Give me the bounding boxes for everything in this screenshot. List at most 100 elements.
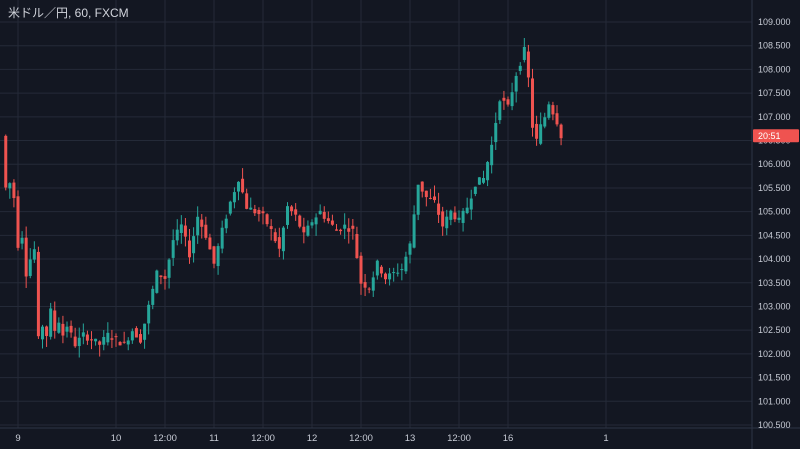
candle-body[interactable]	[53, 310, 57, 331]
candle-body[interactable]	[98, 341, 102, 345]
candle-body[interactable]	[139, 334, 142, 343]
candles[interactable]	[4, 37, 563, 358]
candle-body[interactable]	[367, 288, 371, 290]
candle-body[interactable]	[355, 234, 359, 259]
candle-body[interactable]	[416, 184, 420, 215]
candle-body[interactable]	[224, 218, 228, 229]
candle-body[interactable]	[306, 225, 310, 236]
candle-body[interactable]	[359, 255, 363, 284]
candle-body[interactable]	[245, 193, 249, 209]
candle-body[interactable]	[302, 226, 306, 233]
candle-body[interactable]	[277, 237, 281, 249]
candle-body[interactable]	[134, 328, 138, 338]
candle-body[interactable]	[61, 323, 65, 336]
candle-body[interactable]	[379, 266, 383, 274]
candle-body[interactable]	[57, 322, 61, 333]
candle-body[interactable]	[551, 105, 555, 115]
candle-body[interactable]	[294, 209, 298, 215]
candle-body[interactable]	[232, 192, 236, 203]
candle-body[interactable]	[49, 308, 53, 337]
candle-body[interactable]	[347, 228, 351, 232]
candle-body[interactable]	[371, 277, 375, 291]
candle-body[interactable]	[494, 122, 498, 143]
candle-body[interactable]	[261, 211, 265, 214]
candle-body[interactable]	[159, 275, 163, 278]
candle-body[interactable]	[183, 225, 187, 237]
candle-body[interactable]	[208, 237, 212, 250]
candle-body[interactable]	[155, 270, 159, 293]
candle-body[interactable]	[102, 337, 106, 345]
candle-body[interactable]	[412, 214, 416, 248]
candle-body[interactable]	[24, 237, 28, 277]
candle-body[interactable]	[126, 340, 130, 345]
candle-body[interactable]	[351, 225, 355, 229]
candle-body[interactable]	[424, 190, 428, 198]
candle-body[interactable]	[433, 196, 436, 201]
candle-body[interactable]	[388, 273, 392, 280]
candle-body[interactable]	[257, 209, 261, 215]
candle-body[interactable]	[314, 217, 318, 225]
candle-body[interactable]	[461, 210, 465, 223]
candle-body[interactable]	[506, 99, 510, 105]
candle-body[interactable]	[94, 338, 98, 342]
candle-body[interactable]	[437, 203, 441, 215]
candle-body[interactable]	[408, 243, 412, 255]
candle-body[interactable]	[12, 182, 16, 199]
candle-body[interactable]	[384, 273, 387, 280]
candle-body[interactable]	[241, 178, 245, 193]
candle-body[interactable]	[522, 47, 526, 60]
candle-body[interactable]	[253, 209, 257, 214]
candle-body[interactable]	[547, 104, 551, 118]
candle-body[interactable]	[514, 75, 518, 92]
candle-body[interactable]	[559, 124, 563, 139]
candle-body[interactable]	[77, 337, 81, 347]
candle-body[interactable]	[249, 207, 253, 210]
candle-body[interactable]	[196, 216, 200, 236]
candle-body[interactable]	[273, 232, 277, 242]
candle-body[interactable]	[228, 201, 232, 214]
candle-body[interactable]	[237, 181, 240, 192]
candle-body[interactable]	[32, 249, 36, 260]
candle-body[interactable]	[269, 226, 273, 230]
candle-body[interactable]	[298, 215, 302, 227]
candle-body[interactable]	[318, 210, 322, 215]
candle-body[interactable]	[167, 259, 171, 278]
candle-body[interactable]	[147, 304, 151, 324]
candle-body[interactable]	[4, 135, 8, 188]
candle-body[interactable]	[457, 217, 461, 220]
candle-body[interactable]	[526, 51, 530, 78]
candle-body[interactable]	[330, 220, 334, 225]
candle-body[interactable]	[265, 214, 269, 225]
candle-body[interactable]	[85, 334, 89, 341]
candle-body[interactable]	[220, 227, 224, 249]
candle-body[interactable]	[539, 124, 543, 144]
candle-body[interactable]	[502, 97, 506, 101]
candle-body[interactable]	[151, 288, 155, 305]
candle-body[interactable]	[555, 113, 559, 125]
candle-body[interactable]	[81, 332, 85, 337]
candle-body[interactable]	[20, 237, 24, 244]
candle-body[interactable]	[45, 326, 49, 336]
candle-body[interactable]	[449, 210, 453, 220]
candle-body[interactable]	[510, 92, 514, 107]
candle-body[interactable]	[36, 251, 40, 337]
candle-body[interactable]	[404, 256, 408, 272]
candle-body[interactable]	[73, 336, 77, 347]
candle-body[interactable]	[490, 144, 494, 166]
candle-body[interactable]	[486, 162, 490, 181]
candle-body[interactable]	[343, 224, 347, 229]
candle-body[interactable]	[482, 177, 485, 183]
candle-body[interactable]	[322, 211, 326, 219]
candle-body[interactable]	[192, 236, 196, 254]
candle-body[interactable]	[396, 272, 400, 274]
candle-body[interactable]	[339, 229, 343, 232]
candle-body[interactable]	[179, 224, 183, 233]
candle-body[interactable]	[498, 101, 502, 121]
candle-body[interactable]	[41, 326, 44, 340]
candle-body[interactable]	[216, 246, 220, 267]
candle-body[interactable]	[473, 186, 477, 194]
candle-body[interactable]	[204, 224, 208, 238]
candle-body[interactable]	[163, 276, 167, 279]
candle-body[interactable]	[400, 269, 404, 271]
candle-body[interactable]	[543, 117, 547, 127]
